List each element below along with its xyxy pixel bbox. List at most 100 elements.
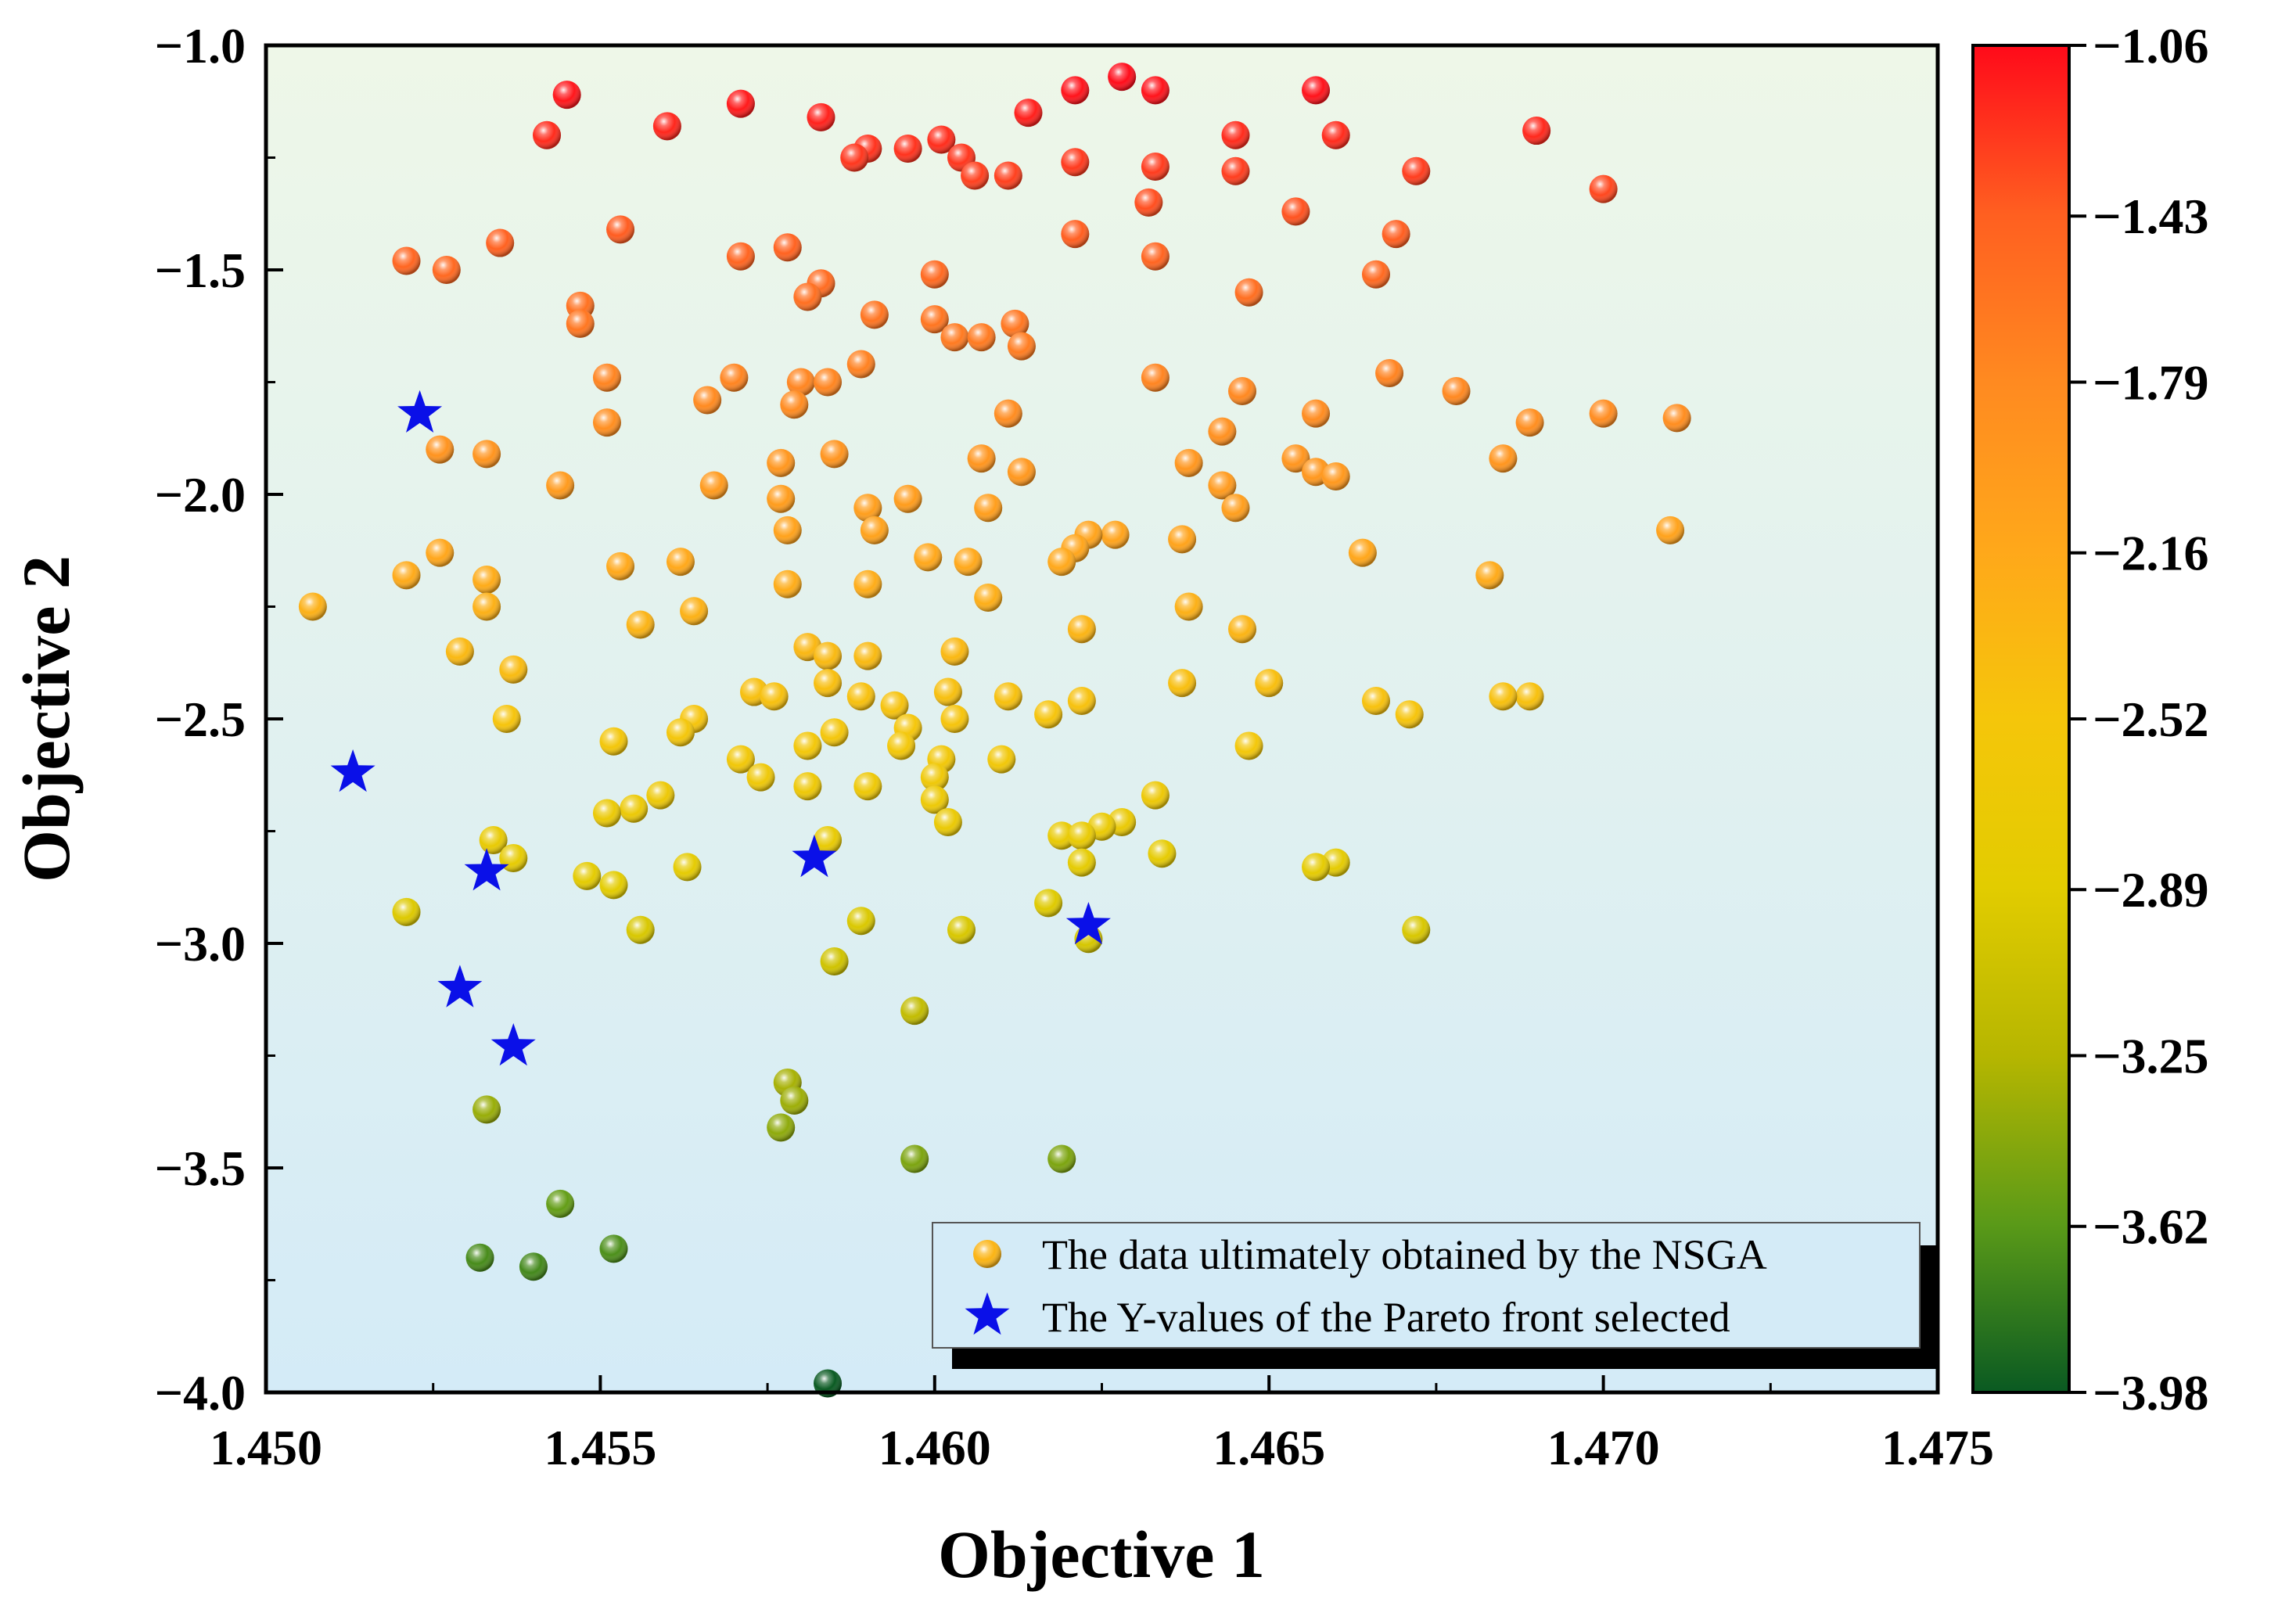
legend-star-marker	[965, 1292, 1010, 1335]
nsga-point	[499, 655, 528, 684]
nsga-point	[298, 592, 327, 621]
colorbar-tick-label: −2.89	[2093, 862, 2208, 918]
nsga-point	[853, 494, 882, 523]
legend-entry-nsga: The data ultimately obtained by the NSGA	[1042, 1231, 1767, 1278]
nsga-point	[920, 785, 949, 814]
legend: The data ultimately obtained by the NSGA…	[932, 1222, 1939, 1369]
nsga-point	[893, 484, 922, 513]
pareto-star-point	[437, 965, 483, 1008]
nsga-point	[1515, 408, 1544, 437]
nsga-point	[746, 763, 775, 792]
nsga-point	[1067, 848, 1096, 877]
nsga-point	[814, 641, 843, 670]
nsga-point	[1395, 700, 1424, 729]
nsga-point	[940, 323, 969, 352]
nsga-point	[1281, 444, 1310, 473]
nsga-point	[793, 282, 822, 311]
nsga-point	[1361, 260, 1390, 289]
nsga-point	[566, 309, 595, 338]
nsga-point	[492, 705, 521, 733]
nsga-point	[1141, 363, 1170, 392]
nsga-point	[1348, 538, 1377, 567]
plot-background	[266, 45, 1938, 1392]
nsga-point	[626, 610, 655, 639]
nsga-point	[880, 691, 909, 720]
nsga-point	[887, 731, 916, 760]
nsga-point	[920, 260, 949, 289]
nsga-point	[967, 444, 996, 473]
nsga-point	[1067, 687, 1096, 716]
nsga-point	[652, 112, 681, 141]
nsga-point	[1067, 615, 1096, 644]
nsga-point	[1522, 117, 1551, 145]
nsga-point	[1221, 494, 1250, 523]
y-tick-label: −4.0	[155, 1365, 246, 1421]
nsga-point	[1255, 669, 1284, 698]
nsga-point	[1208, 471, 1237, 500]
nsga-point	[1007, 458, 1036, 487]
nsga-point	[1234, 731, 1263, 760]
nsga-point	[606, 215, 635, 244]
nsga-point	[1589, 174, 1618, 203]
nsga-point	[606, 551, 635, 580]
nsga-point	[786, 368, 815, 397]
nsga-point	[599, 727, 628, 756]
nsga-point	[1321, 462, 1350, 491]
nsga-point	[1221, 156, 1250, 185]
nsga-point	[1174, 448, 1203, 477]
nsga-point	[773, 569, 802, 598]
nsga-point	[807, 102, 835, 131]
nsga-point	[1148, 839, 1177, 868]
nsga-point	[426, 435, 455, 464]
nsga-point	[767, 484, 796, 513]
legend-entry-pareto: The Y-values of the Pareto front selecte…	[1042, 1294, 1730, 1341]
nsga-point	[853, 772, 882, 801]
nsga-point	[599, 1234, 628, 1263]
nsga-point	[546, 1189, 575, 1218]
nsga-point	[1168, 525, 1197, 554]
nsga-point	[693, 386, 722, 415]
nsga-point	[479, 825, 508, 854]
nsga-point	[673, 853, 702, 882]
nsga-point	[820, 947, 849, 975]
nsga-point	[814, 825, 843, 854]
y-tick-label: −2.5	[155, 692, 246, 747]
nsga-point	[1442, 376, 1471, 405]
nsga-point	[720, 363, 749, 392]
nsga-point	[987, 745, 1016, 774]
nsga-point	[1375, 359, 1404, 388]
nsga-point	[1168, 669, 1197, 698]
nsga-point	[472, 1095, 501, 1124]
legend-sphere-marker	[973, 1240, 1001, 1268]
nsga-point	[465, 1243, 494, 1272]
pareto-star-point	[464, 848, 509, 891]
nsga-point	[1047, 821, 1076, 850]
x-tick-label: 1.470	[1547, 1420, 1660, 1475]
nsga-point	[573, 861, 602, 890]
nsga-point	[1174, 592, 1203, 621]
nsga-point	[1061, 220, 1090, 249]
colorbar-tick-label: −3.98	[2093, 1365, 2208, 1421]
nsga-data-points	[298, 63, 1691, 1398]
nsga-point	[726, 89, 755, 118]
nsga-point	[793, 772, 822, 801]
nsga-point	[1402, 156, 1431, 185]
legend-sphere	[973, 1240, 1001, 1268]
nsga-point	[767, 1113, 796, 1142]
nsga-point	[626, 915, 655, 944]
colorbar-tick-label: −2.16	[2093, 526, 2208, 581]
y-tick-label: −3.0	[155, 916, 246, 972]
nsga-point	[1101, 520, 1130, 549]
x-axis-ticks: 1.450 1.455 1.460 1.465 1.470 1.475	[210, 1375, 1994, 1475]
legend-box	[932, 1222, 1921, 1349]
nsga-point	[426, 538, 455, 567]
y-axis-ticks: −1.0 −1.5 −2.0 −2.5 −3.0 −3.5 −4.0	[155, 18, 283, 1421]
nsga-point	[1141, 242, 1170, 271]
nsga-point	[1281, 197, 1310, 226]
pareto-star-point	[1065, 902, 1111, 945]
nsga-point	[860, 300, 889, 329]
nsga-point	[927, 125, 956, 154]
nsga-point	[820, 718, 849, 747]
nsga-point	[920, 305, 949, 334]
nsga-point	[1047, 548, 1076, 577]
